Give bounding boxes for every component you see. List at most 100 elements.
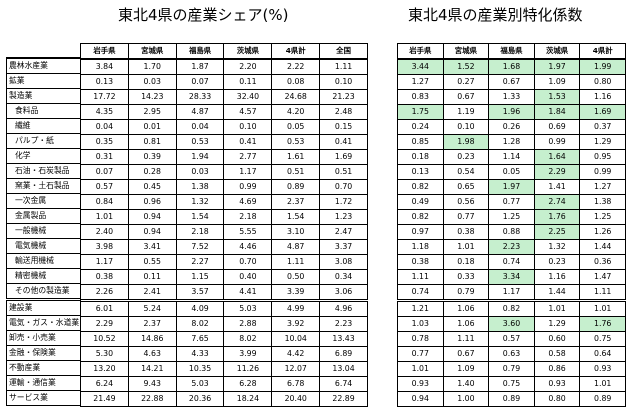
share-value-cell: 4.46 [223,239,273,255]
share-column-header: 茨城県 [223,43,273,60]
coefficient-value-cell: 1.25 [488,209,535,225]
coefficient-value-cell: 1.53 [533,89,581,105]
coefficient-value-cell: 1.99 [579,58,626,75]
coefficient-value-cell: 1.16 [533,269,581,285]
share-value-cell: 13.43 [319,331,368,347]
label-row: 製造業 [6,88,81,104]
share-value-cell: 21.23 [319,89,368,105]
share-value-cell: 6.24 [80,376,129,392]
coefficient-value-cell: 0.23 [442,149,490,165]
industry-share-table: 岩手県 宮城県 福島県 茨城県 4県計 全国 3.84 1.70 1.87 2.20 2.22 1.… [80,43,368,407]
share-row: 4.35 2.95 4.87 4.57 4.20 2.48 [80,104,368,120]
coefficient-value-cell: 0.33 [442,269,490,285]
share-value-cell: 0.40 [223,269,273,285]
share-row: 2.26 2.41 3.57 4.41 3.39 3.06 [80,284,368,301]
industry-label: 製造業 [6,88,81,104]
share-value-cell: 0.08 [271,74,321,90]
coefficient-row: 0.83 0.67 1.33 1.53 1.16 [397,89,626,105]
coefficient-value-cell: 0.94 [397,391,444,407]
share-value-cell: 0.41 [319,134,368,150]
coefficient-value-cell: 1.06 [442,299,490,317]
share-value-cell: 24.68 [271,89,321,105]
coefficient-row: 1.11 0.33 3.34 1.16 1.47 [397,269,626,285]
share-value-cell: 0.31 [80,149,129,165]
share-value-cell: 0.07 [175,74,225,90]
coefficient-value-cell: 0.93 [579,361,626,377]
share-value-cell: 4.87 [175,104,225,120]
industry-label: 金融・保険業 [6,345,81,361]
coefficient-value-cell: 0.38 [442,224,490,240]
label-row: 建設業 [6,298,81,316]
coefficient-value-cell: 0.99 [579,164,626,180]
coefficient-value-cell: 1.27 [397,74,444,90]
coefficient-value-cell: 0.88 [488,224,535,240]
share-value-cell: 4.63 [127,346,177,362]
label-row: 鉱業 [6,73,81,89]
share-value-cell: 0.57 [80,179,129,195]
share-value-cell: 2.37 [127,316,177,332]
share-value-cell: 3.84 [80,58,129,75]
share-row: 0.38 0.11 1.15 0.40 0.50 0.34 [80,269,368,285]
share-value-cell: 18.24 [223,391,273,407]
share-row: 0.04 0.01 0.04 0.10 0.05 0.15 [80,119,368,135]
coefficient-value-cell: 1.01 [533,299,581,317]
share-value-cell: 0.04 [80,119,129,135]
coefficient-value-cell: 0.74 [397,284,444,301]
coefficient-value-cell: 1.11 [397,269,444,285]
share-value-cell: 13.04 [319,361,368,377]
share-value-cell: 0.35 [80,134,129,150]
industry-label: 繊維 [6,118,81,134]
coefficient-row: 0.82 0.65 1.97 1.41 1.27 [397,179,626,195]
share-value-cell: 0.70 [319,179,368,195]
share-value-cell: 1.61 [271,149,321,165]
share-value-cell: 1.87 [175,58,225,75]
share-value-cell: 0.03 [175,164,225,180]
coefficient-value-cell: 0.23 [533,254,581,270]
share-value-cell: 0.13 [80,74,129,90]
share-value-cell: 4.41 [223,284,273,301]
coefficient-value-cell: 1.41 [533,179,581,195]
coefficient-value-cell: 0.75 [488,376,535,392]
coefficient-value-cell: 0.67 [442,346,490,362]
share-value-cell: 1.17 [223,164,273,180]
share-value-cell: 6.89 [319,346,368,362]
share-value-cell: 0.11 [223,74,273,90]
share-value-cell: 3.57 [175,284,225,301]
share-value-cell: 2.47 [319,224,368,240]
coefficient-row: 3.44 1.52 1.68 1.97 1.99 [397,58,626,75]
coefficient-value-cell: 0.78 [397,331,444,347]
share-value-cell: 32.40 [223,89,273,105]
share-value-cell: 10.52 [80,331,129,347]
coefficient-value-cell: 0.37 [579,119,626,135]
coefficient-value-cell: 0.38 [397,254,444,270]
share-value-cell: 0.15 [319,119,368,135]
coefficient-value-cell: 1.40 [442,376,490,392]
industry-label: その他の製造業 [6,283,81,300]
coefficient-value-cell: 0.65 [442,179,490,195]
share-value-cell: 0.04 [175,119,225,135]
label-row: 運輸・通信業 [6,375,81,391]
coefficient-value-cell: 0.89 [579,391,626,407]
coefficient-value-cell: 1.11 [579,284,626,301]
coefficient-value-cell: 0.58 [533,346,581,362]
share-value-cell: 0.11 [127,269,177,285]
share-value-cell: 3.99 [223,346,273,362]
share-value-cell: 0.53 [175,134,225,150]
coefficient-value-cell: 1.76 [579,316,626,332]
share-value-cell: 2.29 [80,316,129,332]
share-value-cell: 1.94 [175,149,225,165]
share-value-cell: 0.41 [223,134,273,150]
share-value-cell: 4.57 [223,104,273,120]
coefficient-value-cell: 1.98 [442,134,490,150]
coefficient-value-cell: 0.67 [442,89,490,105]
coefficient-value-cell: 0.83 [397,89,444,105]
share-value-cell: 3.41 [127,239,177,255]
coefficient-value-cell: 0.64 [579,346,626,362]
share-value-cell: 4.33 [175,346,225,362]
coefficient-row: 0.24 0.10 0.26 0.69 0.37 [397,119,626,135]
share-row: 13.20 14.21 10.35 11.26 12.07 13.04 [80,361,368,377]
share-value-cell: 2.37 [271,194,321,210]
coefficient-value-cell: 1.64 [533,149,581,165]
share-value-cell: 5.30 [80,346,129,362]
share-value-cell: 0.05 [271,119,321,135]
